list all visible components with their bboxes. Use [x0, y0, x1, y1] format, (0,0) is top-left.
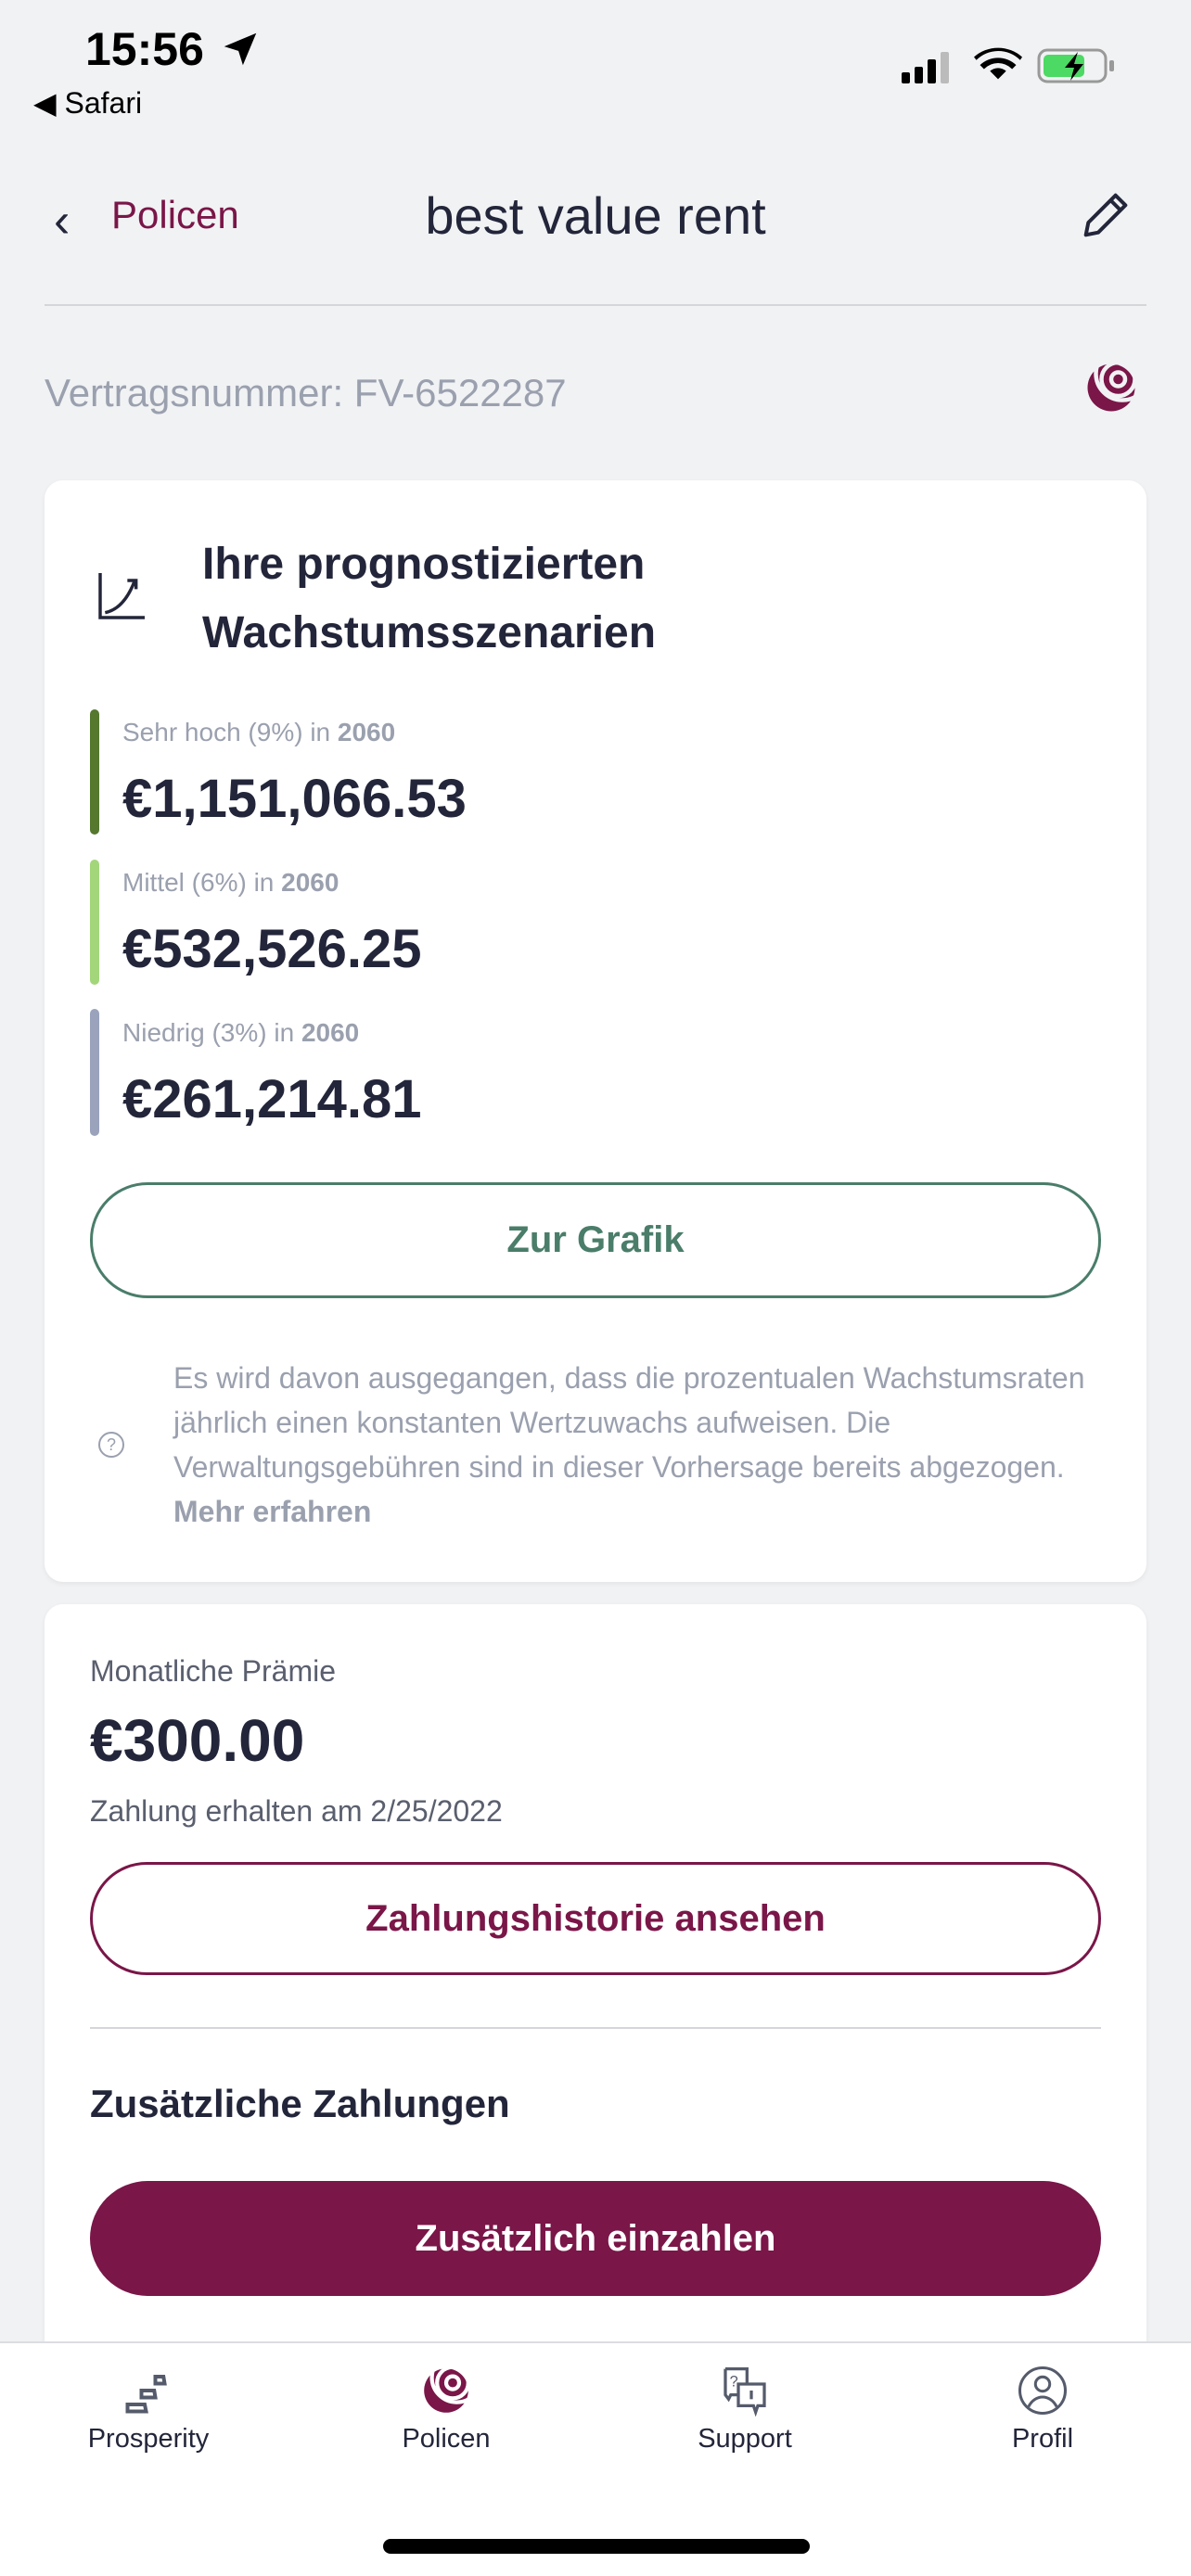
- nav-label: Support: [698, 2424, 792, 2454]
- nav-label: Profil: [1011, 2424, 1074, 2454]
- heading-line: Wachstumsszenarien: [202, 608, 657, 657]
- extra-payment-button[interactable]: Zusätzlich einzahlen: [90, 2181, 1101, 2296]
- svg-text:?: ?: [730, 2373, 738, 2390]
- contract-number: Vertragsnummer: FV-6522287: [45, 371, 567, 414]
- status-time: 15:56: [85, 23, 204, 75]
- nav-label: Prosperity: [87, 2424, 210, 2454]
- growth-scenarios-card: [45, 480, 1146, 1582]
- disclaimer: Es wird davon ausgegangen, dass die proz…: [173, 1361, 1085, 1528]
- scenario-value-mid: €532,526.25: [122, 919, 422, 979]
- premium-amount: €300.00: [90, 1707, 305, 1774]
- growth-chart-icon: [98, 573, 145, 619]
- scenario-label-high: Sehr hoch (9%) in 2060: [122, 718, 396, 746]
- globe-logo-icon: [424, 2365, 474, 2413]
- scenario-bar-high: [90, 709, 99, 835]
- bottom-nav: [0, 2341, 1191, 2576]
- page-title: best value rent: [425, 186, 766, 245]
- nav-item-policen[interactable]: Policen: [330, 2365, 562, 2455]
- chart-button[interactable]: Zur Grafik: [90, 1182, 1101, 1298]
- growth-heading: Ihre prognostizierten Wachstumsszenarien: [202, 530, 656, 668]
- nav-item-profil[interactable]: Profil: [927, 2365, 1159, 2455]
- premium-label: Monatliche Prämie: [90, 1654, 336, 1688]
- extra-payments-heading: Zusätzliche Zahlungen: [90, 2082, 510, 2125]
- premium-card: [45, 1604, 1146, 2439]
- scenario-label-low: Niedrig (3%) in 2060: [122, 1018, 360, 1047]
- back-button[interactable]: Policen: [111, 193, 239, 236]
- chat-bubbles-icon: ?: [724, 2367, 766, 2417]
- scenario-bar-low: [90, 1009, 99, 1136]
- nav-item-support[interactable]: ? Support: [629, 2365, 861, 2455]
- back-chevron-icon[interactable]: ‹: [54, 194, 70, 248]
- nav-label: Policen: [402, 2424, 491, 2454]
- location-arrow-icon: [224, 32, 257, 66]
- back-to-safari[interactable]: ◀ Safari: [33, 86, 143, 120]
- scenario-bar-mid: [90, 860, 99, 985]
- back-app-label: Safari: [64, 86, 143, 120]
- scenario-value-low: €261,214.81: [122, 1069, 422, 1129]
- learn-more-link[interactable]: Mehr erfahren: [173, 1495, 372, 1528]
- home-indicator[interactable]: [383, 2539, 810, 2554]
- edit-pencil-icon[interactable]: [1076, 185, 1135, 245]
- wifi-icon: [974, 47, 1022, 80]
- signal-icon: [902, 52, 949, 83]
- nav-item-prosperity[interactable]: Prosperity: [32, 2365, 264, 2455]
- battery-charging-icon: [1037, 48, 1114, 83]
- brand-logo-icon: [1087, 360, 1139, 412]
- scenario-label-mid: Mittel (6%) in 2060: [122, 868, 339, 897]
- stairs-icon: [125, 2375, 167, 2414]
- scenario-value-high: €1,151,066.53: [122, 769, 467, 829]
- header-divider: [45, 304, 1146, 306]
- payment-history-button[interactable]: Zahlungshistorie ansehen: [90, 1862, 1101, 1975]
- user-circle-icon: [1018, 2366, 1068, 2416]
- payment-received-note: Zahlung erhalten am 2/25/2022: [90, 1794, 503, 1828]
- heading-line: Ihre prognostizierten: [202, 540, 646, 589]
- section-divider: [90, 2027, 1101, 2029]
- help-icon[interactable]: ?: [98, 1432, 124, 1458]
